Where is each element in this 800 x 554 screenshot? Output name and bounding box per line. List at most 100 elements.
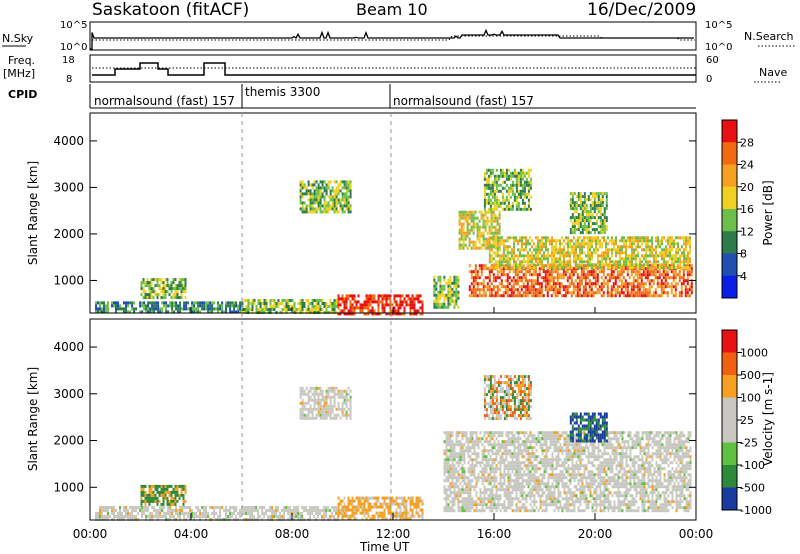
echo-cell — [475, 464, 478, 468]
echo-cell — [523, 171, 526, 175]
echo-cell — [552, 291, 555, 295]
echo-cell — [616, 291, 619, 295]
echo-cell — [605, 228, 608, 232]
echo-cell — [518, 285, 521, 289]
echo-cell — [550, 276, 553, 280]
echo-cell — [489, 473, 492, 477]
echo-cell — [341, 207, 344, 211]
echo-cell — [217, 307, 220, 311]
echo-cell — [315, 308, 318, 311]
echo-cell — [156, 502, 159, 506]
echo-cell — [469, 494, 472, 498]
echo-cell — [229, 509, 232, 512]
echo-cell — [455, 278, 458, 282]
echo-cell — [183, 506, 186, 509]
echo-cell — [451, 482, 454, 486]
echo-cell — [445, 506, 448, 510]
echo-cell — [401, 517, 404, 521]
echo-cell — [367, 496, 370, 500]
echo-cell — [459, 440, 462, 444]
echo-cell — [603, 210, 606, 214]
echo-cell — [645, 260, 647, 264]
echo-cell — [219, 515, 222, 518]
echo-cell — [488, 291, 491, 295]
echo-cell — [497, 467, 500, 471]
echo-cell — [150, 278, 153, 282]
echo-cell — [636, 288, 639, 292]
echo-cell — [343, 300, 346, 304]
echo-cell — [623, 245, 625, 249]
echo-cell — [180, 278, 183, 282]
echo-cell — [349, 207, 352, 211]
echo-cell — [453, 443, 456, 447]
echo-cell — [285, 305, 288, 308]
echo-cell — [488, 228, 491, 232]
echo-cell — [685, 245, 687, 249]
echo-cell — [567, 254, 569, 258]
echo-cell — [331, 404, 334, 408]
echo-cell — [583, 260, 585, 264]
echo-cell — [544, 264, 547, 268]
echo-cell — [156, 484, 159, 488]
echo-cell — [521, 242, 523, 246]
echo-cell — [516, 270, 519, 274]
echo-cell — [443, 485, 446, 489]
echo-cell — [485, 437, 488, 441]
echo-cell — [180, 281, 183, 285]
echo-cell — [197, 515, 200, 518]
echo-cell — [345, 192, 348, 196]
echo-cell — [335, 506, 338, 509]
echo-cell — [672, 294, 675, 298]
echo-cell — [475, 509, 478, 513]
echo-cell — [643, 257, 645, 261]
echo-cell — [463, 458, 466, 462]
echo-cell — [500, 236, 503, 240]
echo-cell — [662, 267, 665, 271]
echo-cell — [511, 183, 514, 187]
echo-cell — [544, 270, 547, 274]
echo-cell — [303, 210, 306, 214]
echo-cell — [616, 270, 619, 274]
echo-cell — [455, 296, 458, 300]
echo-cell — [626, 294, 629, 298]
echo-cell — [657, 266, 659, 270]
echo-cell — [492, 279, 495, 283]
echo-cell — [605, 192, 608, 196]
echo-cell — [602, 282, 605, 286]
echo-cell — [319, 386, 322, 390]
echo-cell — [185, 512, 188, 515]
echo-cell — [491, 506, 494, 510]
echo-cell — [666, 282, 669, 286]
echo-cell — [598, 291, 601, 295]
echo-cell — [505, 183, 508, 187]
echo-cell — [162, 284, 165, 288]
echo-cell — [689, 248, 691, 252]
echo-cell — [443, 473, 446, 477]
echo-cell — [588, 291, 591, 295]
echo-cell — [504, 264, 507, 268]
echo-cell — [307, 183, 310, 187]
echo-cell — [673, 254, 675, 258]
echo-cell — [552, 282, 555, 286]
echo-cell — [477, 437, 480, 441]
echo-cell — [672, 276, 675, 280]
echo-cell — [315, 389, 318, 393]
echo-cell — [163, 301, 166, 305]
echo-cell — [265, 509, 268, 512]
echo-cell — [519, 195, 522, 199]
echo-cell — [433, 278, 436, 282]
echo-cell — [167, 310, 170, 314]
echo-cell — [668, 276, 671, 280]
echo-cell — [499, 488, 502, 492]
echo-cell — [341, 204, 344, 208]
echo-cell — [325, 389, 328, 393]
echo-cell — [343, 407, 346, 411]
echo-cell — [319, 407, 322, 411]
echo-cell — [275, 515, 278, 518]
echo-cell — [501, 461, 504, 465]
echo-cell — [150, 281, 153, 285]
echo-cell — [556, 276, 559, 280]
echo-cell — [594, 282, 597, 286]
echo-cell — [285, 509, 288, 512]
echo-cell — [111, 506, 113, 509]
